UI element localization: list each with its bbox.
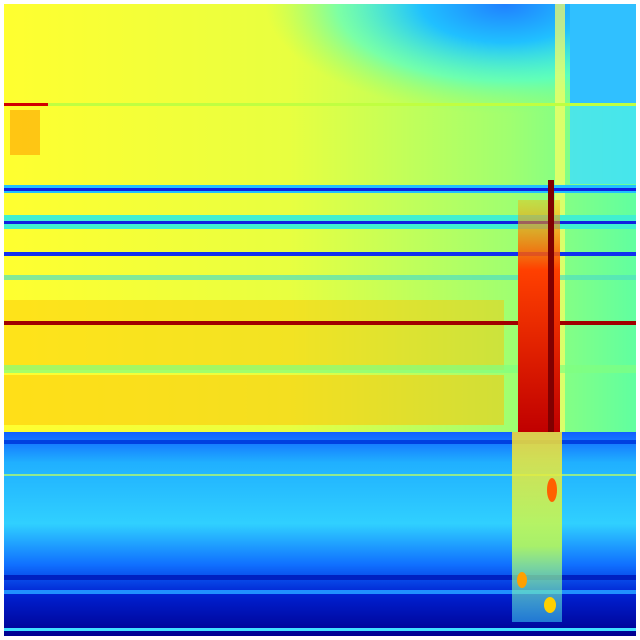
line (4, 474, 636, 476)
dark-stripe (548, 180, 554, 432)
orange-region (4, 375, 504, 425)
band (4, 365, 636, 373)
upper-region (4, 4, 636, 432)
hot-spot (547, 478, 557, 502)
right-strip (570, 104, 636, 184)
yellow-streak (512, 432, 562, 622)
band (4, 275, 636, 280)
line (48, 103, 636, 106)
orange-blob (10, 110, 40, 155)
blue-line (4, 221, 636, 224)
line (4, 628, 636, 631)
red-line (4, 103, 48, 106)
orange-region (4, 300, 504, 370)
dark-red-line (4, 321, 636, 325)
lower-region (4, 432, 636, 636)
hot-spot (517, 572, 527, 588)
blue-line (4, 252, 636, 256)
blue-line (4, 188, 636, 191)
hot-spot (544, 597, 556, 613)
line (4, 590, 636, 594)
line (4, 575, 636, 580)
line (4, 440, 636, 444)
right-strip (570, 4, 636, 104)
